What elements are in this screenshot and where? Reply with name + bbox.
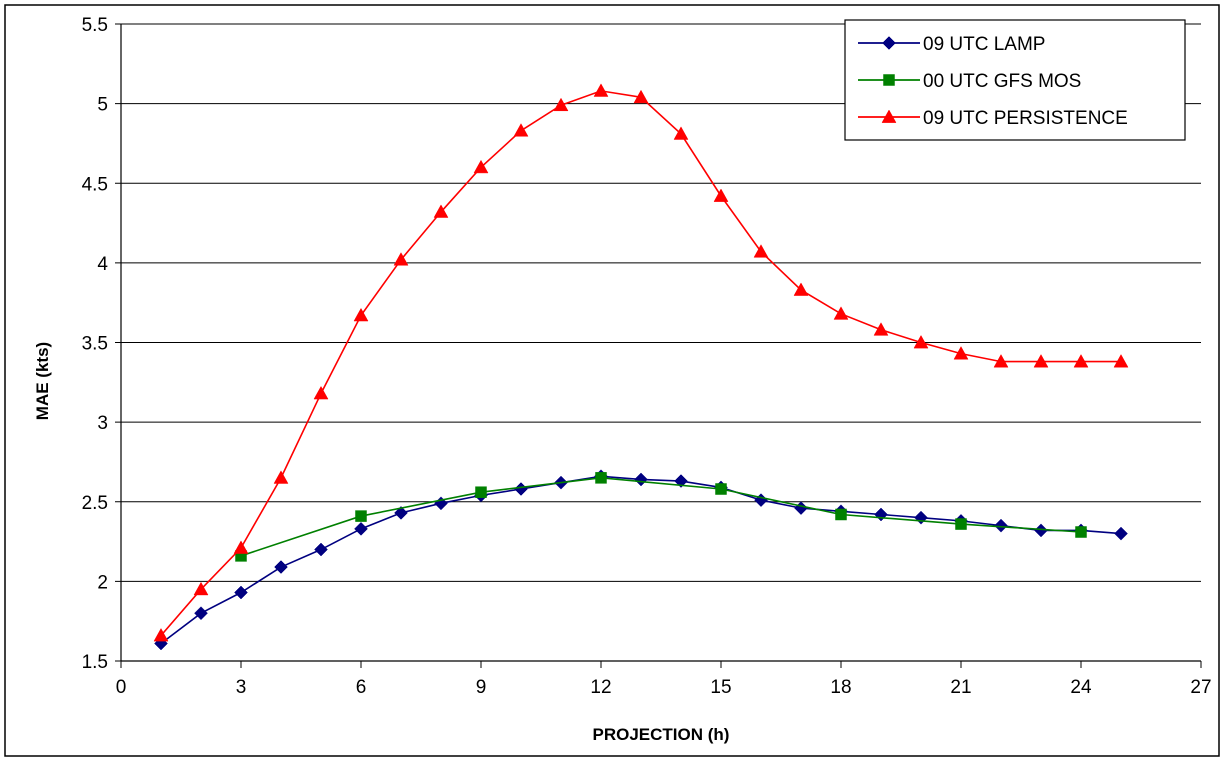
- legend-label: 09 UTC PERSISTENCE: [923, 108, 1128, 129]
- data-point: [274, 560, 288, 574]
- data-point: [433, 204, 449, 218]
- tick-labels: 1.5 2 2.5 3 3.5 4 4.5 5 5.5 0 3 6 9 12 15 18 21 24 27: [82, 15, 1212, 698]
- data-point: [194, 606, 208, 621]
- y-tick-label: 5.5: [82, 15, 108, 36]
- data-point: [393, 252, 409, 266]
- data-point: [955, 518, 967, 530]
- series-lines: [153, 83, 1129, 651]
- data-point: [1114, 526, 1128, 541]
- data-point: [1073, 354, 1089, 368]
- data-point: [1113, 354, 1129, 368]
- data-point: [835, 508, 847, 521]
- data-point: [553, 97, 569, 112]
- x-axis-title: PROJECTION (h): [593, 725, 730, 744]
- data-point: [193, 581, 209, 596]
- data-point: [513, 123, 529, 137]
- legend: 09 UTC LAMP 00 UTC GFS MOS 09 UTC PERSISTE…: [844, 19, 1186, 141]
- data-point: [953, 346, 969, 360]
- data-point: [473, 159, 489, 174]
- data-point: [354, 521, 368, 536]
- legend-marker: [882, 36, 896, 50]
- data-point: [913, 334, 929, 349]
- data-point: [153, 628, 169, 642]
- legend-marker: [883, 74, 895, 86]
- y-tick-label: 4.5: [82, 174, 108, 195]
- x-tick-label: 18: [830, 677, 851, 698]
- x-tick-label: 27: [1190, 677, 1211, 698]
- data-point: [753, 244, 769, 258]
- x-tick-label: 24: [1070, 677, 1092, 698]
- y-tick-label: 4: [97, 254, 108, 275]
- data-point: [595, 472, 607, 484]
- data-point: [993, 354, 1009, 368]
- data-point: [1033, 354, 1049, 368]
- data-point: [355, 510, 367, 522]
- data-point: [475, 486, 487, 498]
- x-tick-label: 21: [950, 677, 971, 698]
- x-tick-label: 3: [236, 677, 247, 698]
- data-point: [593, 83, 609, 97]
- x-tick-label: 12: [590, 677, 611, 698]
- series-line: [240, 477, 1082, 557]
- data-point: [1034, 523, 1048, 538]
- data-point: [833, 306, 849, 320]
- y-tick-label: 2.5: [82, 493, 108, 514]
- data-point: [394, 506, 408, 520]
- data-point: [873, 322, 889, 336]
- data-point: [233, 540, 249, 554]
- x-tick-label: 9: [476, 677, 487, 698]
- y-tick-label: 1.5: [82, 652, 108, 673]
- data-point: [234, 585, 248, 600]
- y-tick-label: 3.5: [82, 334, 108, 355]
- data-point: [273, 470, 289, 484]
- data-point: [353, 307, 369, 322]
- data-point: [633, 89, 649, 104]
- x-tick-label: 15: [710, 677, 731, 698]
- y-axis-title: MAE (kts): [33, 342, 52, 420]
- y-tick-label: 3: [97, 413, 108, 434]
- data-point: [314, 542, 328, 557]
- data-point: [715, 483, 727, 495]
- series-triangle: [153, 83, 1129, 642]
- legend-label: 09 UTC LAMP: [923, 34, 1045, 55]
- legend-marker: [881, 109, 897, 123]
- series-square: [235, 472, 1087, 562]
- data-point: [634, 472, 648, 487]
- data-point: [793, 282, 809, 296]
- data-point: [1075, 526, 1087, 538]
- data-point: [313, 385, 329, 400]
- x-tick-label: 0: [116, 677, 127, 698]
- data-point: [713, 188, 729, 202]
- y-tick-label: 2: [97, 572, 108, 593]
- x-tick-label: 6: [356, 677, 367, 698]
- data-point: [994, 518, 1008, 533]
- y-tick-label: 5: [97, 95, 108, 116]
- data-point: [673, 126, 689, 140]
- axes: [115, 23, 1202, 668]
- legend-label: 00 UTC GFS MOS: [923, 71, 1081, 92]
